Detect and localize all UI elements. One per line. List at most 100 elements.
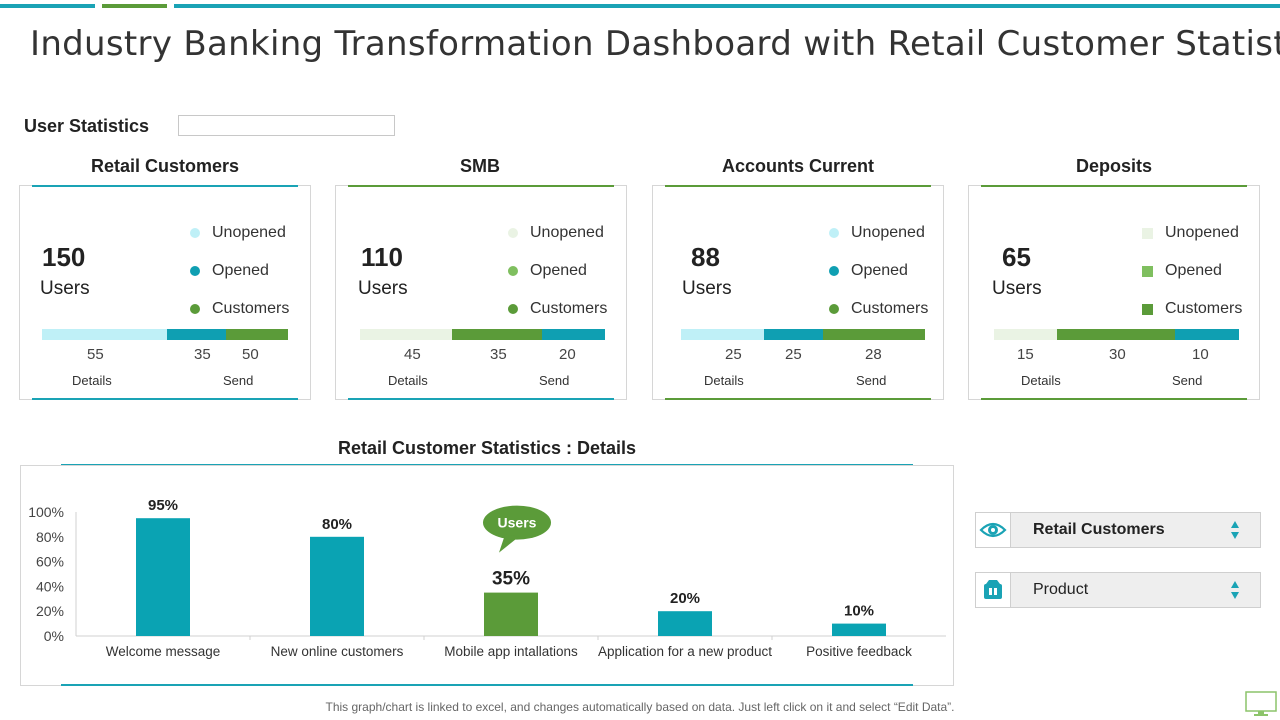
legend-label: Customers: [530, 300, 608, 317]
bar-segment-customers: [226, 329, 288, 340]
user-statistics-label: User Statistics: [24, 116, 150, 136]
square-icon: [1142, 227, 1153, 239]
card-bottom-line: [981, 398, 1247, 400]
selector-label: Retail Customers: [1033, 521, 1165, 538]
legend: Unopened Opened Customers: [829, 214, 928, 328]
legend-label: Unopened: [1165, 224, 1239, 241]
legend-label: Opened: [212, 262, 269, 279]
dropdown-arrows-icon[interactable]: [1230, 580, 1240, 600]
legend-item: Opened: [190, 252, 289, 290]
details-label: Details: [72, 373, 112, 388]
chart-panel: [20, 465, 954, 686]
user-statistics-input[interactable]: [178, 115, 395, 136]
progress-bar: [994, 329, 1239, 340]
card-smb: 110 Users Unopened Opened Customers 45 3…: [335, 185, 627, 400]
legend-item: Opened: [1142, 252, 1242, 290]
monitor-icon: [1245, 691, 1277, 716]
card-top-line: [348, 185, 614, 187]
user-count: 150: [42, 242, 86, 272]
send-label: Send: [223, 373, 254, 388]
selector-product[interactable]: Product: [975, 572, 1261, 608]
bar-segment-customers: [542, 329, 605, 340]
bar-segment-opened: [1057, 329, 1175, 340]
eye-icon: [976, 513, 1011, 547]
send-label: Send: [539, 373, 570, 388]
card-accounts-current: 88 Users Unopened Opened Customers 25 25…: [652, 185, 944, 400]
circle-icon: [829, 304, 839, 314]
bar-segment-opened: [452, 329, 542, 340]
legend-item: Unopened: [1142, 214, 1242, 252]
legend-item: Unopened: [508, 214, 607, 252]
user-unit: Users: [40, 278, 90, 299]
circle-icon: [829, 266, 839, 276]
bar-segment-unopened: [681, 329, 764, 340]
circle-icon: [508, 266, 518, 276]
send-label: Send: [856, 373, 887, 388]
value-opened: 30: [1109, 346, 1126, 363]
bar-segment-customers: [823, 329, 925, 340]
legend: Unopened Opened Customers: [1142, 214, 1242, 328]
legend-item: Unopened: [190, 214, 289, 252]
box-icon: [976, 573, 1011, 607]
send-label: Send: [1172, 373, 1203, 388]
value-unopened: 15: [1017, 346, 1034, 363]
value-unopened: 45: [404, 346, 421, 363]
value-opened: 35: [490, 346, 507, 363]
bar-segment-opened: [764, 329, 823, 340]
progress-bar: [681, 329, 925, 340]
chart-bottom-line: [61, 684, 913, 686]
legend-label: Customers: [212, 300, 290, 317]
page-title: Industry Banking Transformation Dashboar…: [30, 24, 1280, 64]
user-count: 110: [361, 242, 403, 272]
legend-item: Customers: [190, 290, 289, 328]
square-icon: [1142, 265, 1153, 277]
legend-label: Unopened: [212, 224, 286, 241]
circle-icon: [508, 228, 518, 238]
progress-bar: [360, 329, 605, 340]
card-retail-customers: 150 Users Unopened Opened Customers 55 3…: [19, 185, 311, 400]
dropdown-arrows-icon[interactable]: [1230, 520, 1240, 540]
card-bottom-line: [32, 398, 298, 400]
value-opened: 25: [785, 346, 802, 363]
value-unopened: 25: [725, 346, 742, 363]
value-customers: 28: [865, 346, 882, 363]
value-customers: 20: [559, 346, 576, 363]
card-top-line: [981, 185, 1247, 187]
legend-item: Unopened: [829, 214, 928, 252]
card-top-line: [32, 185, 298, 187]
card-title-accounts: Accounts Current: [721, 156, 874, 176]
progress-bar: [42, 329, 288, 340]
bar-segment-unopened: [994, 329, 1057, 340]
legend: Unopened Opened Customers: [190, 214, 289, 328]
value-customers: 10: [1192, 346, 1209, 363]
legend-item: Customers: [1142, 290, 1242, 328]
card-bottom-line: [348, 398, 614, 400]
footer-note: This graph/chart is linked to excel, and…: [325, 700, 955, 714]
selector-label: Product: [1033, 581, 1089, 598]
top-accent-bar-2: [102, 4, 167, 8]
circle-icon: [829, 228, 839, 238]
user-unit: Users: [992, 278, 1042, 299]
selector-retail-customers[interactable]: Retail Customers: [975, 512, 1261, 548]
card-title-deposits: Deposits: [1075, 156, 1153, 176]
legend-label: Unopened: [851, 224, 925, 241]
user-count: 88: [691, 242, 720, 272]
user-unit: Users: [682, 278, 732, 299]
legend-label: Opened: [1165, 262, 1222, 279]
card-title-retail: Retail Customers: [90, 156, 240, 176]
legend-label: Unopened: [530, 224, 604, 241]
bar-segment-unopened: [42, 329, 167, 340]
bar-segment-opened: [167, 329, 226, 340]
top-accent-bar-3: [174, 4, 1280, 8]
legend-label: Opened: [530, 262, 587, 279]
details-label: Details: [1021, 373, 1061, 388]
legend-label: Customers: [1165, 300, 1243, 317]
card-title-smb: SMB: [460, 156, 500, 176]
legend: Unopened Opened Customers: [508, 214, 607, 328]
bar-segment-unopened: [360, 329, 452, 340]
circle-icon: [190, 266, 200, 276]
chart-title: Retail Customer Statistics : Details: [337, 438, 637, 458]
square-icon: [1142, 303, 1153, 315]
legend-label: Opened: [851, 262, 908, 279]
details-label: Details: [704, 373, 744, 388]
